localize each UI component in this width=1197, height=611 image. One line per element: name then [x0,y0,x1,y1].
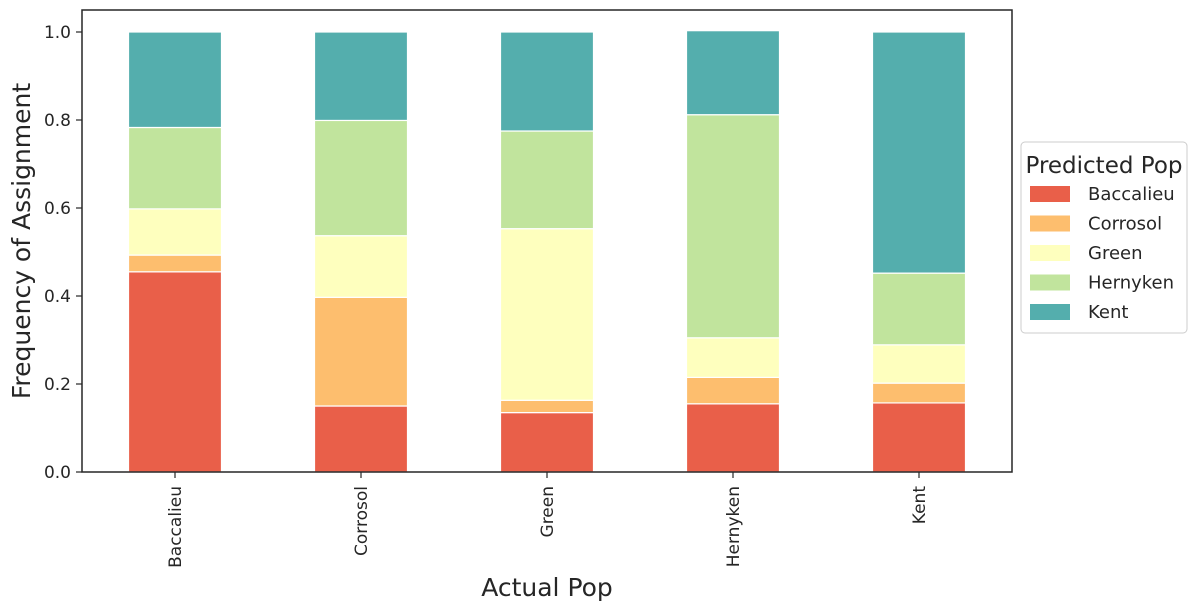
y-tick-label: 0.8 [44,111,71,131]
y-tick-label: 0.4 [44,287,71,307]
bar-segment-corrosol-kent [313,31,409,122]
bar-segment-hernyken-baccalieu [685,403,781,473]
y-axis: 0.0 0.2 0.4 0.6 0.8 1.0 [44,23,82,483]
bar-segment-corrosol-corrosol [313,296,409,407]
bar-segment-green-baccalieu [499,412,595,473]
bar-segment-kent-hernyken [871,272,967,346]
bar-segment-green-hernyken [499,130,595,230]
y-axis-label: Frequency of Assignment [7,83,36,400]
bar-stack-hernyken [685,30,781,473]
y-tick-label: 0.0 [44,463,71,483]
bar-segment-hernyken-green [685,337,781,378]
bar-segment-baccalieu-hernyken [127,126,223,210]
legend-swatch [1030,274,1070,291]
legend-swatch [1030,186,1070,202]
legend-item-hernyken: Hernyken [1030,273,1174,294]
legend-label: Corrosol [1088,214,1162,235]
bar-stack-baccalieu [127,31,223,473]
bar-stack-green [499,31,595,473]
bar-segment-baccalieu-corrosol [127,254,223,273]
legend-label: Baccalieu [1088,184,1175,205]
legend: Predicted Pop Baccalieu Corrosol Green Hern… [1020,141,1188,334]
y-tick-label: 0.2 [44,375,71,395]
legend-item-green: Green [1030,243,1143,264]
legend-swatch [1030,245,1070,261]
legend-title: Predicted Pop [1025,153,1182,179]
bar-segment-hernyken-corrosol [685,376,781,405]
x-tick-label-corrosol: Corrosol [352,486,372,556]
bars-layer [127,30,967,473]
x-tick-label-baccalieu: Baccalieu [166,486,186,568]
bar-segment-green-corrosol [499,399,595,414]
y-tick-label: 0.6 [44,199,71,219]
legend-swatch [1030,304,1070,320]
x-axis: Baccalieu Corrosol Green Hernyken Kent [166,472,930,568]
bar-segment-kent-kent [871,31,967,274]
legend-swatch [1030,215,1070,232]
legend-item-baccalieu: Baccalieu [1030,184,1175,205]
x-tick-label-hernyken: Hernyken [724,486,744,567]
bar-segment-corrosol-green [313,235,409,298]
bar-segment-kent-green [871,344,967,384]
y-tick-label: 1.0 [44,23,71,43]
legend-item-kent: Kent [1030,302,1128,323]
bar-stack-kent [871,31,967,473]
bar-segment-hernyken-kent [685,30,781,116]
legend-item-corrosol: Corrosol [1030,214,1162,235]
bar-segment-baccalieu-baccalieu [127,271,223,473]
x-axis-label: Actual Pop [481,573,613,602]
bar-segment-green-kent [499,31,595,132]
bar-segment-corrosol-baccalieu [313,405,409,473]
bar-stack-corrosol [313,31,409,473]
bar-segment-hernyken-hernyken [685,114,781,339]
bar-segment-kent-corrosol [871,382,967,404]
legend-label: Kent [1088,302,1128,323]
legend-label: Green [1088,243,1143,264]
x-tick-label-kent: Kent [910,486,930,525]
bar-segment-baccalieu-green [127,208,223,256]
bar-segment-green-green [499,228,595,401]
bar-segment-kent-baccalieu [871,402,967,473]
bar-segment-corrosol-hernyken [313,119,409,237]
legend-items: Baccalieu Corrosol Green Hernyken Kent [1030,184,1175,323]
legend-label: Hernyken [1088,273,1174,294]
bar-segment-baccalieu-kent [127,31,223,129]
x-tick-label-green: Green [538,486,558,537]
